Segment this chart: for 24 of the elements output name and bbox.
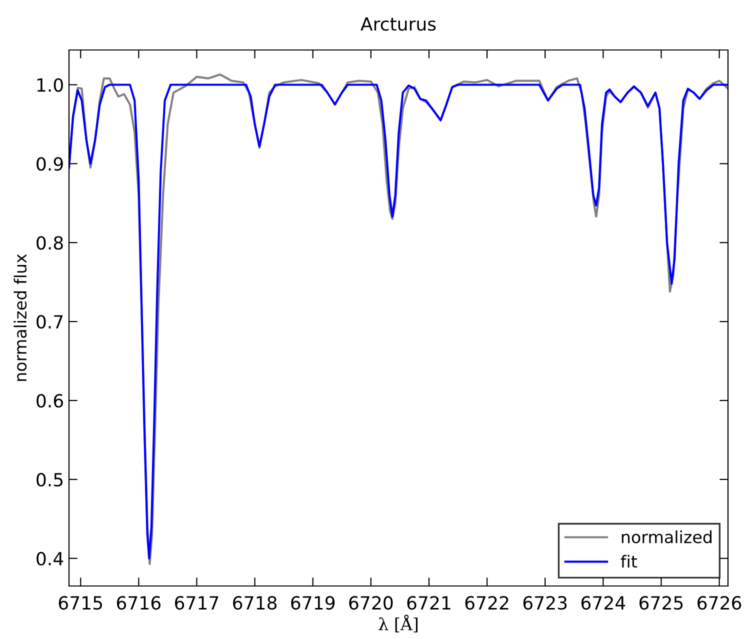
y-tick-label: 0.8 xyxy=(36,236,63,250)
x-tick-label: 6723 xyxy=(523,596,567,610)
y-tick-label: 0.7 xyxy=(36,315,63,329)
chart-title: Arcturus xyxy=(360,17,436,31)
x-tick-label: 6721 xyxy=(407,596,450,610)
y-axis-title: normalized flux xyxy=(14,254,27,381)
legend-label: fit xyxy=(620,554,638,568)
x-tick-label: 6719 xyxy=(291,596,335,610)
y-tick-label: 0.9 xyxy=(36,157,63,171)
x-axis-title: λ [Å] xyxy=(378,614,418,632)
legend-label: normalized xyxy=(622,530,712,544)
x-tick-label: 6715 xyxy=(58,596,102,610)
x-tick-label: 6716 xyxy=(116,596,161,610)
x-tick-label: 6722 xyxy=(465,596,508,610)
y-tick-label: 0.5 xyxy=(36,472,63,487)
y-tick-label: 0.6 xyxy=(36,394,64,408)
y-tick-label: 1.0 xyxy=(37,78,63,92)
x-tick-label: 6725 xyxy=(640,596,683,610)
x-tick-label: 6726 xyxy=(698,596,742,610)
x-tick-label: 6718 xyxy=(233,596,277,610)
y-tick-label: 0.4 xyxy=(36,552,64,566)
x-tick-label: 6720 xyxy=(349,596,393,610)
x-tick-label: 6724 xyxy=(581,596,626,610)
x-tick-label: 6717 xyxy=(175,596,218,610)
